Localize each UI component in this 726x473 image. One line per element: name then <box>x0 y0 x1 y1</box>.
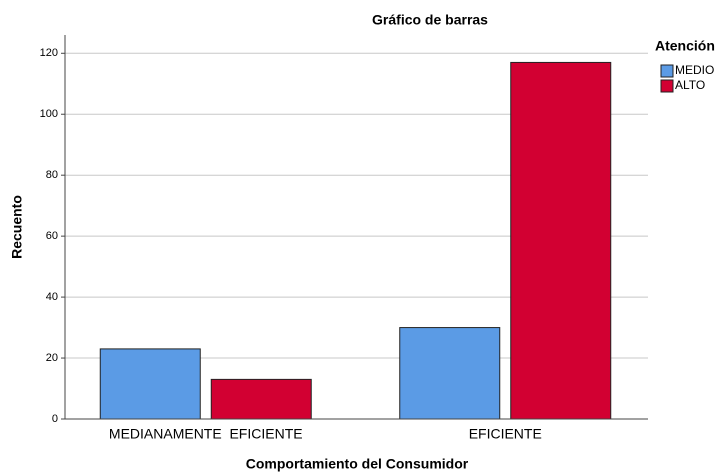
x-tick-label: MEDIANAMENTE EFICIENTE <box>109 426 303 442</box>
bar <box>210 378 312 420</box>
y-tick-label: 20 <box>46 352 58 364</box>
bar <box>510 61 612 420</box>
y-tick-label: 120 <box>40 47 58 59</box>
bar <box>399 327 501 420</box>
legend-swatch <box>660 64 674 78</box>
y-tick-label: 80 <box>46 169 58 181</box>
legend-label: MEDIO <box>675 63 714 77</box>
y-tick-label: 40 <box>46 291 58 303</box>
legend-label: ALTO <box>675 78 705 92</box>
y-tick-label: 100 <box>40 108 58 120</box>
x-axis-title: Comportamiento del Consumidor <box>246 456 469 472</box>
chart-title: Gráfico de barras <box>372 12 488 28</box>
y-tick-label: 60 <box>46 230 58 242</box>
y-axis-title: Recuento <box>9 195 25 259</box>
y-tick-label: 0 <box>52 413 58 425</box>
legend-swatch <box>660 79 674 93</box>
legend-title: Atención <box>655 38 715 54</box>
x-tick-label: EFICIENTE <box>469 426 542 442</box>
bar <box>99 348 201 420</box>
